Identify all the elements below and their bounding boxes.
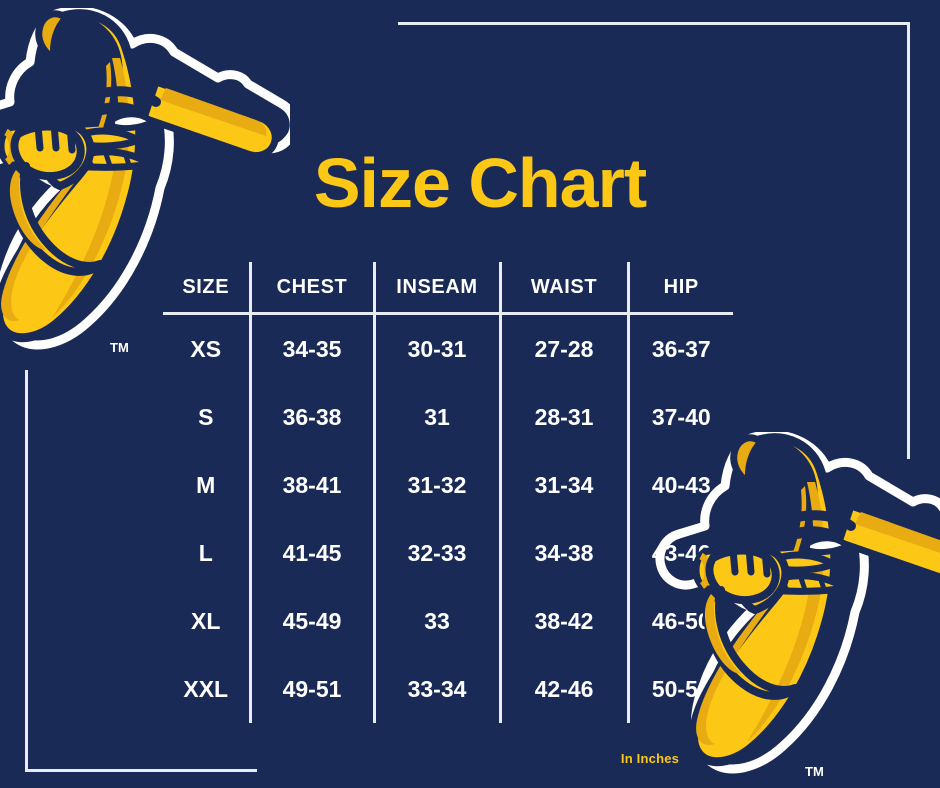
cell-inseam: 31: [374, 383, 502, 451]
cell-size: S: [163, 383, 252, 451]
cell-hip: 43-46: [651, 539, 711, 566]
cell-inseam: 33-34: [374, 655, 502, 723]
cell-chest: 38-41: [250, 451, 376, 519]
cell-size: M: [163, 451, 252, 519]
cell-waist: 31-34: [500, 451, 630, 519]
size-chart-table: SIZE CHEST INSEAM WAIST HIP XS 34-35 30-…: [163, 262, 733, 723]
table-row: XL 45-49 33 38-42 46-50: [163, 587, 733, 655]
cell-chest: 36-38: [250, 383, 376, 451]
page-title: Size Chart: [313, 144, 647, 222]
cell-hip: 50-52: [651, 675, 711, 702]
table-row: L 41-45 32-33 34-38 43-46: [163, 519, 733, 587]
cell-inseam: 32-33: [374, 519, 502, 587]
table-row: XS 34-35 30-31 27-28 36-37: [163, 313, 733, 383]
cell-waist: 34-38: [500, 519, 630, 587]
size-chart-table-wrapper: SIZE CHEST INSEAM WAIST HIP XS 34-35 30-…: [163, 262, 733, 734]
cell-waist: 28-31: [500, 383, 630, 451]
cell-chest: 49-51: [250, 655, 376, 723]
table-row: S 36-38 31 28-31 37-40: [163, 383, 733, 451]
column-header-hip: HIP: [628, 262, 733, 315]
cell-hip: 46-50: [651, 607, 711, 634]
frame-line-left: [25, 370, 28, 772]
cell-waist: 27-28: [500, 313, 630, 383]
table-row: M 38-41 31-32 31-34 40-43: [163, 451, 733, 519]
frame-line-top: [398, 22, 910, 25]
trademark-symbol: TM: [110, 340, 129, 355]
table-row: XXL 49-51 33-34 42-46 50-52: [163, 655, 733, 723]
frame-line-bottom: [25, 769, 257, 772]
cell-chest: 45-49: [250, 587, 376, 655]
column-header-chest: CHEST: [250, 262, 376, 315]
table-header-row: SIZE CHEST INSEAM WAIST HIP: [163, 262, 733, 315]
cell-size: XS: [163, 313, 252, 383]
cell-chest: 34-35: [250, 313, 376, 383]
cell-inseam: 31-32: [374, 451, 502, 519]
cell-hip: 37-40: [651, 403, 711, 430]
cell-hip: 36-37: [651, 335, 711, 362]
column-header-waist: WAIST: [500, 262, 630, 315]
cell-inseam: 30-31: [374, 313, 502, 383]
cell-waist: 42-46: [500, 655, 630, 723]
cell-size: XXL: [163, 655, 252, 723]
column-header-size: SIZE: [163, 262, 252, 315]
cell-size: XL: [163, 587, 252, 655]
trademark-symbol: TM: [805, 764, 824, 779]
column-header-inseam: INSEAM: [374, 262, 502, 315]
cell-inseam: 33: [374, 587, 502, 655]
units-footnote: In Inches: [620, 751, 680, 766]
cell-size: L: [163, 519, 252, 587]
cell-chest: 41-45: [250, 519, 376, 587]
cell-hip: 40-43: [651, 471, 711, 498]
frame-line-right: [907, 22, 910, 459]
cell-waist: 38-42: [500, 587, 630, 655]
